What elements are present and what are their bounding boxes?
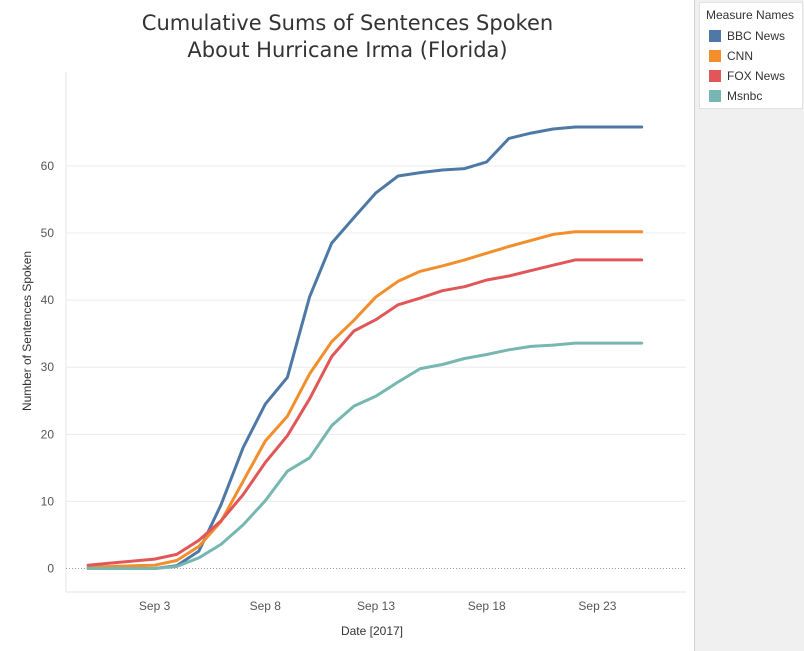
x-axis-label: Date [2017]	[341, 624, 403, 638]
x-tick-label-3: Sep 18	[468, 599, 506, 613]
chart-title-line-1: Cumulative Sums of Sentences Spoken	[141, 11, 554, 35]
legend-label-fox-news: FOX News	[727, 69, 786, 83]
legend-title: Measure Names	[706, 8, 795, 22]
x-tick-label-1: Sep 8	[250, 599, 282, 613]
legend-panel: Measure Names BBC News CNN FOX News Msnbc	[695, 0, 804, 651]
y-tick-label-6: 60	[41, 159, 55, 173]
legend-swatch-msnbc	[709, 90, 721, 102]
series-lines	[86, 125, 644, 570]
y-tick-label-5: 50	[41, 226, 55, 240]
legend-item-msnbc[interactable]: Msnbc	[700, 86, 802, 106]
legend-swatch-fox-news	[709, 70, 721, 82]
gridlines	[66, 165, 686, 570]
chart-title: Cumulative Sums of Sentences Spoken Abou…	[60, 10, 635, 64]
x-tick-label-2: Sep 13	[357, 599, 395, 613]
y-tick-label-0: 0	[47, 562, 54, 576]
y-tick-label-3: 30	[41, 360, 55, 374]
legend-label-bbc-news: BBC News	[727, 29, 786, 43]
y-tick-labels: 0 10 20 30 40 50 60	[41, 159, 55, 576]
legend-item-fox-news[interactable]: FOX News	[700, 66, 802, 86]
panel-divider	[694, 0, 695, 651]
legend-item-bbc-news[interactable]: BBC News	[700, 26, 802, 46]
legend-label-msnbc: Msnbc	[727, 89, 763, 103]
y-tick-label-1: 10	[41, 494, 55, 508]
legend-label-cnn: CNN	[727, 49, 753, 63]
y-tick-label-4: 40	[41, 293, 55, 307]
series-line-fox-news	[86, 258, 644, 567]
chart-area: Cumulative Sums of Sentences Spoken Abou…	[20, 10, 686, 638]
legend-items: BBC News CNN FOX News Msnbc	[700, 26, 802, 108]
legend-swatch-cnn	[709, 50, 721, 62]
legend: Measure Names BBC News CNN FOX News Msnbc	[699, 2, 803, 109]
x-tick-label-4: Sep 23	[578, 599, 616, 613]
y-axis-label: Number of Sentences Spoken	[20, 251, 34, 411]
series-line-cnn	[86, 230, 644, 569]
legend-item-cnn[interactable]: CNN	[700, 46, 802, 66]
series-line-bbc-news	[86, 125, 644, 570]
x-tick-labels: Sep 3 Sep 8 Sep 13 Sep 18 Sep 23	[139, 599, 617, 613]
x-tick-label-0: Sep 3	[139, 599, 171, 613]
y-tick-label-2: 20	[41, 427, 55, 441]
legend-swatch-bbc-news	[709, 30, 721, 42]
chart-title-line-2: About Hurricane Irma (Florida)	[187, 38, 508, 62]
series-line-msnbc	[86, 341, 644, 570]
